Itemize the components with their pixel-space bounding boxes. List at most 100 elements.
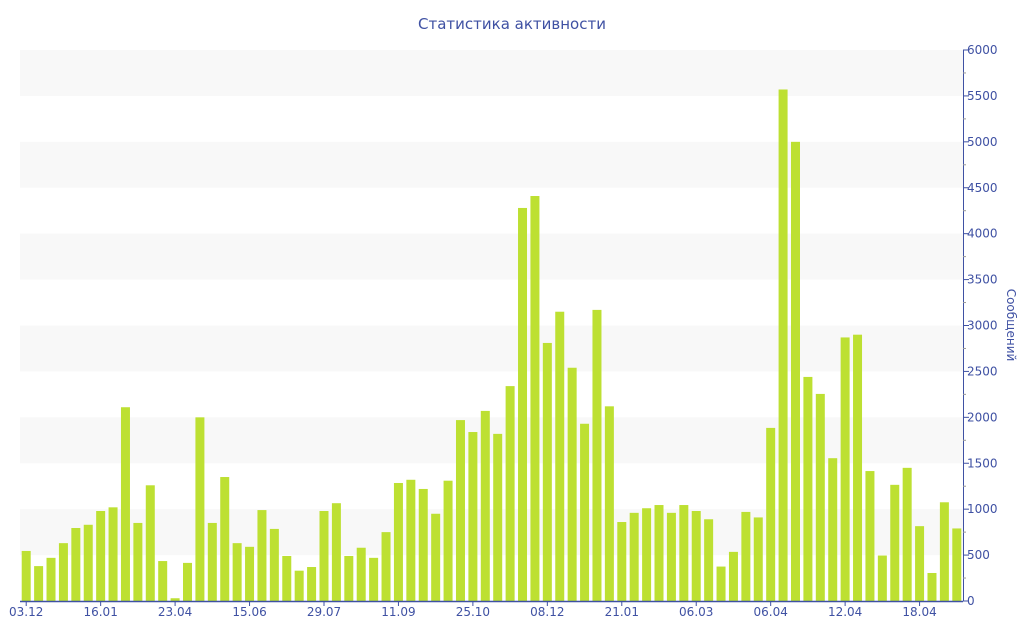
bar: [691, 511, 701, 601]
x-tick-label: 23.04: [158, 605, 192, 619]
bar: [108, 507, 118, 601]
bar: [592, 309, 602, 601]
bar: [617, 522, 627, 601]
bar: [195, 417, 205, 601]
bar: [83, 524, 93, 601]
bar: [890, 484, 900, 601]
bar: [158, 561, 168, 601]
bar: [803, 376, 813, 601]
bar: [443, 480, 453, 601]
bar: [542, 342, 552, 601]
y-tick-label: 4000: [967, 227, 998, 241]
grid-band: [20, 141, 963, 188]
x-tick-label: 03.12: [9, 605, 43, 619]
bar: [369, 557, 379, 601]
y-axis-title: Сообщений: [1004, 289, 1018, 362]
x-tick-label: 06.04: [753, 605, 787, 619]
bar: [555, 311, 565, 601]
bar: [207, 522, 217, 601]
bar: [170, 598, 180, 601]
bar: [790, 141, 800, 602]
bar: [232, 543, 242, 601]
bar: [493, 433, 503, 601]
bar: [853, 334, 863, 601]
y-tick-label: 5000: [967, 135, 998, 149]
y-tick-label: 1500: [967, 456, 998, 470]
bar: [282, 556, 292, 601]
bar: [58, 543, 68, 601]
chart-title: Статистика активности: [418, 15, 606, 33]
bar: [778, 89, 788, 601]
bar: [567, 367, 577, 601]
bar: [418, 488, 428, 601]
y-tick-label: 5500: [967, 89, 998, 103]
bar: [741, 511, 751, 601]
x-tick-label: 16.01: [83, 605, 117, 619]
bar: [530, 196, 540, 601]
y-tick-label: 1000: [967, 502, 998, 516]
bar: [307, 567, 317, 601]
y-tick-label: 4500: [967, 181, 998, 195]
x-tick-label: 15.06: [232, 605, 266, 619]
bar: [939, 502, 949, 601]
bar: [865, 471, 875, 601]
y-tick-label: 500: [967, 548, 990, 562]
bar: [120, 407, 130, 601]
bar: [840, 337, 850, 601]
bar: [766, 427, 776, 601]
bar: [902, 467, 912, 601]
x-tick-label: 29.07: [307, 605, 341, 619]
bar: [183, 562, 193, 601]
bar: [269, 528, 279, 601]
bar: [96, 511, 106, 601]
y-tick-label: 2000: [967, 410, 998, 424]
bar: [952, 528, 962, 601]
bar: [815, 393, 825, 601]
bar: [654, 505, 664, 601]
bar: [642, 508, 652, 601]
x-tick-label: 06.03: [679, 605, 713, 619]
grid-band: [20, 233, 963, 280]
bar: [915, 526, 925, 601]
bar: [319, 511, 329, 601]
x-tick-label: 08.12: [530, 605, 564, 619]
bar: [704, 519, 714, 601]
bar: [431, 513, 441, 601]
bar: [245, 546, 255, 601]
bar: [877, 555, 887, 601]
bar: [580, 423, 590, 601]
x-tick-label: 25.10: [456, 605, 490, 619]
bar: [518, 207, 528, 601]
bar: [331, 503, 341, 601]
bar: [753, 517, 763, 601]
bar: [480, 410, 490, 601]
x-tick-label: 11.09: [381, 605, 415, 619]
bar: [21, 550, 31, 601]
bar: [666, 512, 676, 601]
bar: [629, 512, 639, 601]
bar: [455, 420, 465, 601]
bar: [604, 406, 614, 601]
bar: [133, 522, 143, 601]
grid-band: [20, 50, 963, 96]
bar: [344, 556, 354, 601]
bar: [505, 386, 515, 601]
bar: [393, 482, 403, 601]
bar: [356, 547, 366, 601]
bar: [828, 458, 838, 601]
y-tick-label: 3000: [967, 319, 998, 333]
bar: [145, 485, 155, 601]
bar: [34, 566, 44, 601]
bar: [468, 432, 478, 601]
bar: [46, 557, 56, 601]
bar: [257, 510, 267, 601]
x-tick-label: 12.04: [828, 605, 862, 619]
bar: [71, 527, 81, 601]
bar: [679, 505, 689, 601]
bar: [716, 566, 726, 601]
bar: [927, 572, 937, 601]
y-tick-label: 3500: [967, 273, 998, 287]
bar: [728, 551, 738, 601]
y-tick-label: 2500: [967, 364, 998, 378]
